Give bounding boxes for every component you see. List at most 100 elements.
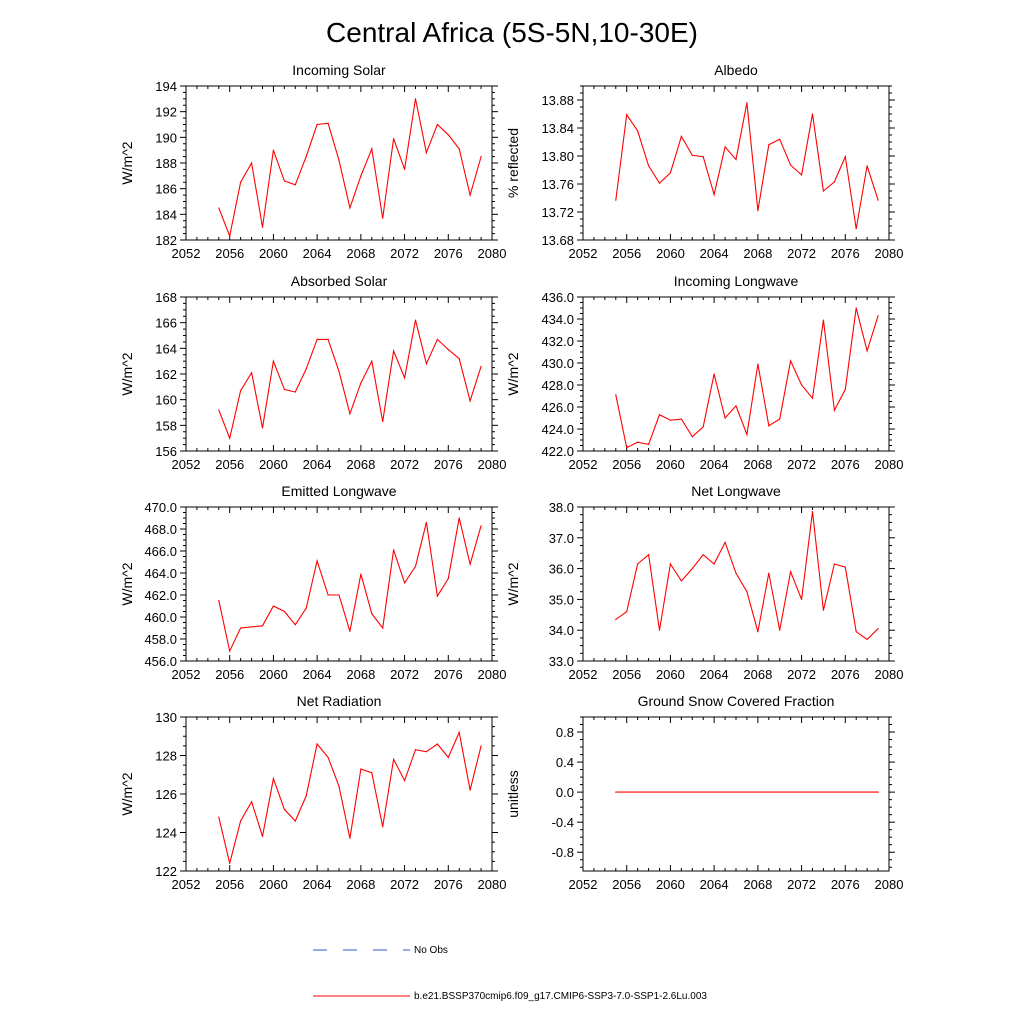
panel-3-data-point xyxy=(414,319,417,321)
panel-6-data-point xyxy=(811,511,814,513)
panel-6-data-point xyxy=(724,541,726,544)
figure-title: Central Africa (5S-5N,10-30E) xyxy=(326,17,698,48)
panel-6-data-point xyxy=(877,628,879,630)
panel-1-xtick-label: 2056 xyxy=(215,246,244,261)
panel-7-xtick-label: 2052 xyxy=(172,877,201,892)
panel-3-data-point xyxy=(327,338,329,340)
panel-1-data-point xyxy=(382,217,384,219)
panel-6-xtick-label: 2080 xyxy=(875,667,904,682)
panel-1-xtick-label: 2052 xyxy=(172,246,201,261)
panel-3-xtick-label: 2064 xyxy=(303,457,332,472)
panel-6-data-point xyxy=(746,591,748,593)
panel-5-data-point xyxy=(469,563,471,565)
panel-5-xtick-label: 2072 xyxy=(390,667,419,682)
panel-6-ytick-label: 33.0 xyxy=(549,654,574,669)
panel-7-data-point xyxy=(261,835,264,837)
panel-4-data-point xyxy=(691,436,693,438)
panel-7-data-point xyxy=(338,785,340,787)
panel-5-data-point xyxy=(403,582,406,584)
panel-2-ytick-label: 13.76 xyxy=(541,177,574,192)
panel-4-data-point xyxy=(768,425,770,427)
panel-4-ytick-label: 422.0 xyxy=(541,444,574,459)
panel-3-data-point xyxy=(425,363,428,365)
panel-2-data-point xyxy=(724,146,726,148)
panel-8-xtick-label: 2076 xyxy=(831,877,860,892)
panel-3-xtick-label: 2056 xyxy=(215,457,244,472)
panel-5-data-point xyxy=(447,577,449,580)
panel-1-frame xyxy=(185,85,493,241)
panel-7-data-point xyxy=(447,756,449,759)
panel-7-data-point xyxy=(425,751,428,753)
panel-5-data-point xyxy=(414,565,417,568)
panel-5-data-point xyxy=(338,594,340,596)
panel-3-ytick-label: 166 xyxy=(155,316,177,331)
panel-2-data-point xyxy=(658,182,661,184)
panel-3-ytick-label: 156 xyxy=(155,444,177,459)
panel-3-series-line xyxy=(218,319,482,441)
panel-6-ytick-label: 37.0 xyxy=(549,531,574,546)
panel-1-title: Incoming Solar xyxy=(292,62,386,78)
panel-7-data-point xyxy=(283,808,285,811)
legend: No Obs b.e21.BSSP370cmip6.f09_g17.CMIP6-… xyxy=(313,945,707,1002)
panel-4-data-point xyxy=(713,373,715,375)
panel-8-ytick-label: -0.8 xyxy=(552,845,574,860)
panel-3-data-point xyxy=(371,360,373,362)
panel-8-xtick-label: 2064 xyxy=(700,877,729,892)
panel-7-xtick-label: 2064 xyxy=(303,877,332,892)
panel-4-data-point xyxy=(877,315,879,317)
panel-1-data-point xyxy=(349,207,351,209)
panel-3-data-point xyxy=(393,350,395,352)
panel-7: 2052 2056 2060 2064 2068 2072 2076 2080 122 124 12… xyxy=(119,693,506,892)
panel-5-data-point xyxy=(272,605,275,607)
panel-2-series-line xyxy=(615,102,879,229)
panel-8-xtick-label: 2080 xyxy=(875,877,904,892)
panel-2: 2052 2056 2060 2064 2068 2072 2076 2080 13.68 13.… xyxy=(505,62,903,261)
panel-8-xtick-label: 2052 xyxy=(569,877,598,892)
panel-6-data-point xyxy=(669,563,672,565)
panel-4-ytick-label: 426.0 xyxy=(541,400,574,415)
panel-2-ytick-label: 13.88 xyxy=(541,93,574,108)
panel-5-data-point xyxy=(229,650,231,652)
panel-4-data-point xyxy=(844,388,846,390)
panel-4-data-point xyxy=(702,426,704,428)
panel-1-xtick-label: 2080 xyxy=(478,246,507,261)
panel-6-data-point xyxy=(735,572,737,574)
panel-1-series-line xyxy=(218,98,482,239)
panel-4-data-point xyxy=(735,405,737,407)
panel-6-series-line xyxy=(615,511,879,641)
panel-5-ytick-label: 458.0 xyxy=(144,632,177,647)
panel-3-data-point xyxy=(294,391,296,393)
panel-7-series-line xyxy=(218,730,482,864)
panel-4-xtick-label: 2052 xyxy=(569,457,598,472)
panel-2-data-point xyxy=(855,228,857,230)
panel-5-data-point xyxy=(327,594,329,596)
panel-5-data-point xyxy=(294,624,296,626)
panel-5-data-point xyxy=(305,607,307,609)
panel-2-data-point xyxy=(615,199,617,201)
panel-2-xtick-label: 2064 xyxy=(700,246,729,261)
panel-7-data-point xyxy=(480,745,482,747)
panel-2-data-point xyxy=(702,156,704,158)
panel-1-data-point xyxy=(327,122,329,124)
panel-4-ytick-label: 430.0 xyxy=(541,356,574,371)
panel-4-data-point xyxy=(680,418,682,420)
panel-7-data-point xyxy=(469,789,471,791)
panel-3-ytick-label: 168 xyxy=(155,290,177,305)
panel-2-data-point xyxy=(768,144,770,146)
panel-4-ytick-label: 428.0 xyxy=(541,378,574,393)
panel-3-ytick-label: 160 xyxy=(155,393,177,408)
panel-7-xtick-label: 2080 xyxy=(478,877,507,892)
panel-7-data-point xyxy=(218,816,220,818)
panel-7-ytick-label: 130 xyxy=(155,710,177,725)
panel-1-data-point xyxy=(229,235,231,237)
panels: 2052 2056 2060 2064 2068 2072 2076 2080 182 184 18… xyxy=(119,62,903,892)
panel-1-ylabel: W/m^2 xyxy=(119,141,135,184)
panel-6-data-point xyxy=(779,629,781,631)
panel-7-data-point xyxy=(305,795,307,797)
panel-4-data-point xyxy=(822,319,825,321)
panel-4-data-point xyxy=(833,409,835,411)
panel-2-data-point xyxy=(746,102,748,104)
panel-6-xtick-label: 2072 xyxy=(787,667,816,682)
panel-1-ytick-label: 186 xyxy=(155,182,177,197)
